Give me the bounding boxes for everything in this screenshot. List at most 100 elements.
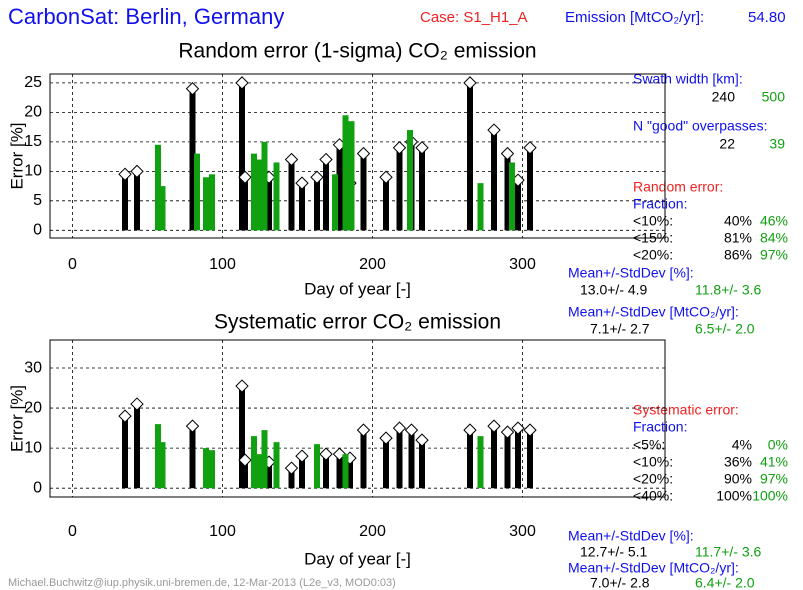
fraction-value: 36%: [724, 454, 752, 470]
overpasses-label: N "good" overpasses:: [633, 118, 767, 134]
overpasses-a: 22: [719, 136, 735, 152]
bar: [323, 454, 329, 489]
y-tick-label: 20: [24, 399, 42, 416]
y-tick-label: 0: [33, 222, 42, 239]
marker: [295, 176, 309, 190]
marker: [130, 164, 144, 179]
chart-title: Systematic error CO₂ emission: [214, 311, 501, 334]
bar: [336, 454, 343, 489]
fraction-value: 46%: [760, 213, 788, 229]
bar: [189, 426, 196, 489]
bar: [273, 162, 280, 231]
marker: [392, 141, 407, 155]
plot-frame: [49, 73, 666, 239]
x-tick-label: 200: [359, 523, 386, 540]
marker: [404, 423, 419, 437]
fraction-row-label: <10%:: [633, 213, 673, 229]
page-title: CarbonSat: Berlin, Germany: [8, 4, 284, 29]
marker: [238, 170, 252, 184]
fraction-value: 97%: [760, 471, 788, 487]
fraction-row-label: <10%:: [633, 454, 673, 470]
bar: [527, 147, 533, 231]
legend-entry: 240: [712, 89, 736, 105]
bar: [491, 426, 497, 489]
bar: [251, 153, 257, 231]
mean-value: 7.0+/- 2.8: [590, 575, 650, 590]
y-tick-label: 5: [33, 192, 42, 209]
swath-label: Swath width [km]:: [633, 71, 743, 87]
bar: [159, 442, 166, 489]
bar: [360, 153, 367, 231]
marker: [310, 170, 324, 184]
y-tick-label: 15: [24, 133, 42, 150]
x-tick-label: 300: [509, 256, 536, 273]
bar: [288, 468, 295, 489]
bar: [209, 174, 215, 231]
bar: [348, 121, 355, 231]
marker: [487, 123, 501, 137]
marker: [356, 146, 371, 161]
marker: [295, 449, 309, 463]
bar: [261, 141, 268, 231]
bar: [203, 177, 209, 231]
bar: [261, 430, 268, 489]
mean-value: 6.4+/- 2.0: [695, 575, 755, 590]
mean-value: 6.5+/- 2.0: [695, 321, 755, 337]
fraction-value: 40%: [724, 213, 752, 229]
fraction-value: 0%: [768, 437, 788, 453]
bar: [134, 404, 140, 489]
marker: [185, 419, 200, 433]
bar: [383, 438, 389, 489]
bar: [515, 428, 521, 489]
fraction-row-label: <20%:: [633, 247, 673, 263]
fraction-row-label: <40%:: [633, 488, 673, 504]
marker: [185, 82, 200, 96]
bar: [527, 430, 533, 489]
bar: [255, 159, 262, 231]
marker: [118, 409, 132, 423]
fraction-row-label: <20%:: [633, 471, 673, 487]
x-tick-label: 100: [209, 523, 236, 540]
bar: [396, 147, 403, 231]
bar: [134, 171, 140, 231]
fraction-label: Fraction:: [633, 196, 687, 212]
bar: [509, 162, 515, 231]
y-axis-label: Error [%]: [7, 122, 26, 189]
emission-label: Emission [MtCO₂/yr]:: [565, 9, 704, 26]
fraction-value: 41%: [760, 454, 788, 470]
bar: [323, 159, 329, 231]
bar: [266, 462, 272, 489]
bar: [347, 458, 353, 489]
fraction-value: 100%: [716, 488, 752, 504]
plot-frame: [49, 339, 666, 498]
y-tick-label: 10: [24, 163, 42, 180]
marker: [379, 170, 393, 184]
bar: [242, 177, 248, 231]
random-title: Random error:: [633, 179, 723, 195]
marker: [511, 421, 525, 435]
mean-value: 11.8+/- 3.6: [695, 282, 762, 298]
marker: [319, 152, 333, 167]
bar: [203, 448, 209, 489]
fraction-value: 90%: [724, 471, 752, 487]
x-tick-label: 100: [209, 256, 236, 273]
mean-value: 11.7+/- 3.6: [695, 544, 762, 560]
bar: [491, 130, 497, 231]
bar: [504, 432, 511, 489]
bar: [251, 436, 257, 489]
fraction-value: 4%: [732, 437, 752, 453]
y-tick-label: 20: [24, 104, 42, 121]
x-axis-label: Day of year [-]: [304, 549, 411, 568]
y-tick-label: 10: [24, 439, 42, 456]
bar: [383, 177, 389, 231]
bar: [266, 177, 272, 231]
bar: [360, 430, 367, 489]
marker: [238, 453, 252, 467]
case: Case: S1_H1_A: [420, 9, 528, 26]
bar: [122, 416, 128, 489]
bar: [242, 460, 248, 489]
bar: [332, 174, 338, 231]
fraction-value: 84%: [760, 230, 788, 246]
emission-value: 54.80: [748, 9, 786, 26]
x-tick-label: 200: [359, 256, 386, 273]
